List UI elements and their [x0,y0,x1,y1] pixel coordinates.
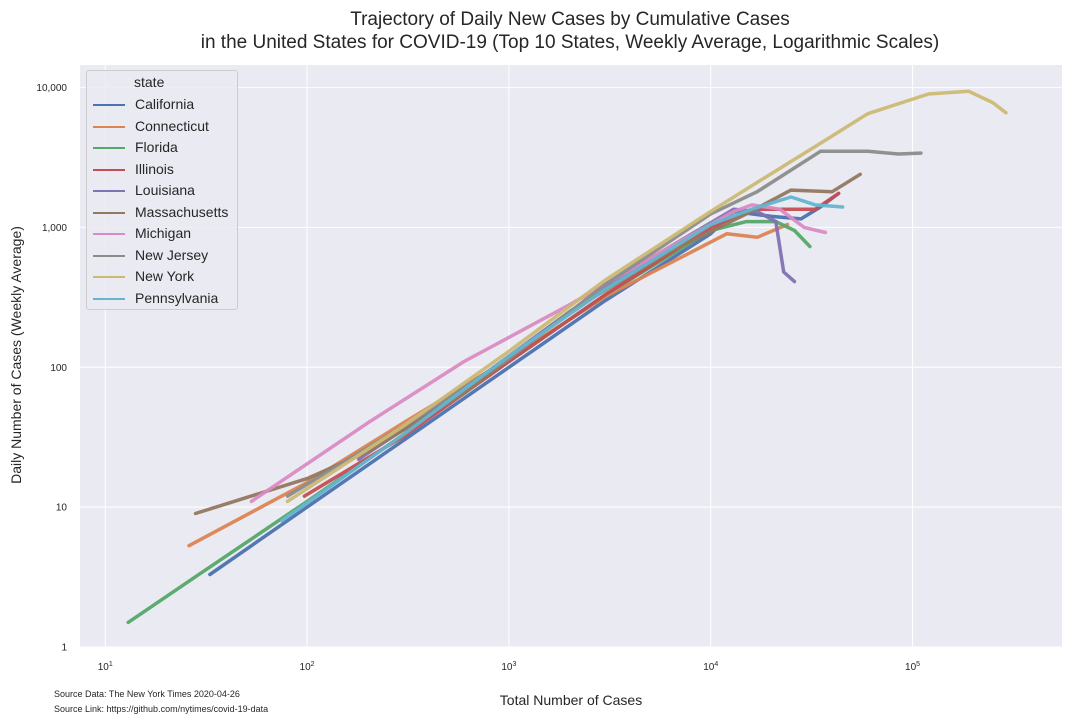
x-tick-label: 102 [300,661,315,673]
series-line-pennsylvania [280,195,845,523]
legend-label: Illinois [135,160,174,177]
legend-swatch [93,297,125,300]
y-tick-label: 1 [61,643,67,654]
legend-label: Florida [135,139,178,155]
y-tick-label: 1,000 [42,223,67,234]
legend-label: Louisiana [135,182,195,198]
chart-title: Trajectory of Daily New Cases by Cumulat… [0,8,1080,54]
x-axis-label: Total Number of Cases [499,692,643,708]
legend-swatch [93,211,125,214]
legend-item-pennsylvania: Pennsylvania [93,289,233,309]
x-tick-label: 101 [98,661,113,673]
source-data-note: Source Data: The New York Times 2020-04-… [54,689,240,699]
legend-label: California [135,96,195,112]
legend-label: Michigan [135,225,192,241]
legend-swatch [93,254,125,257]
legend-title: state [134,74,165,90]
axis-ticks: 101 102 103 104 105 1 10 100 1,000 10,000 [36,83,920,673]
series-line-new-york [285,89,1008,504]
legend-swatch [93,147,125,149]
legend-swatch [93,233,125,235]
chart-title-line2: in the United States for COVID-19 (Top 1… [200,32,940,53]
y-axis-label: Daily Number of Cases (Weekly Average) [8,226,24,484]
legend-swatch [93,104,125,106]
y-tick-label: 10,000 [36,83,67,94]
legend-label: Massachusetts [135,203,229,220]
legend-swatch [93,168,125,171]
legend-item-michigan: Michigan [93,224,233,244]
legend-label: Connecticut [135,117,209,134]
legend: state California Connecticut Florida Illino… [86,70,238,310]
legend-item-louisiana: Louisiana [93,181,233,201]
legend-item-massachusetts: Massachusetts [93,203,233,223]
legend-item-new-jersey: New Jersey [93,246,233,266]
source-link-note: Source Link: https://github.com/nytimes/… [54,704,269,714]
data-series [126,89,1008,625]
legend-label: New York [135,268,195,284]
legend-item-connecticut: Connecticut [93,117,233,137]
y-tick-label: 100 [50,363,67,374]
legend-swatch [93,276,125,278]
series-line-california [208,191,841,577]
y-tick-label: 10 [56,503,68,514]
legend-swatch [93,125,125,128]
legend-item-illinois: Illinois [93,160,233,180]
legend-swatch [93,190,125,192]
chart-title-line1: Trajectory of Daily New Cases by Cumulat… [350,9,790,30]
legend-item-florida: Florida [93,138,233,158]
x-tick-label: 104 [703,661,718,673]
series-line-illinois [302,191,841,498]
series-line-new-jersey [285,149,923,498]
x-tick-label: 103 [501,661,516,673]
legend-item-california: California [93,95,233,115]
legend-item-new-york: New York [93,267,233,287]
grid-lines [80,65,1062,648]
legend-label: New Jersey [135,246,209,263]
legend-label: Pennsylvania [135,289,219,306]
x-tick-label: 105 [905,661,920,673]
